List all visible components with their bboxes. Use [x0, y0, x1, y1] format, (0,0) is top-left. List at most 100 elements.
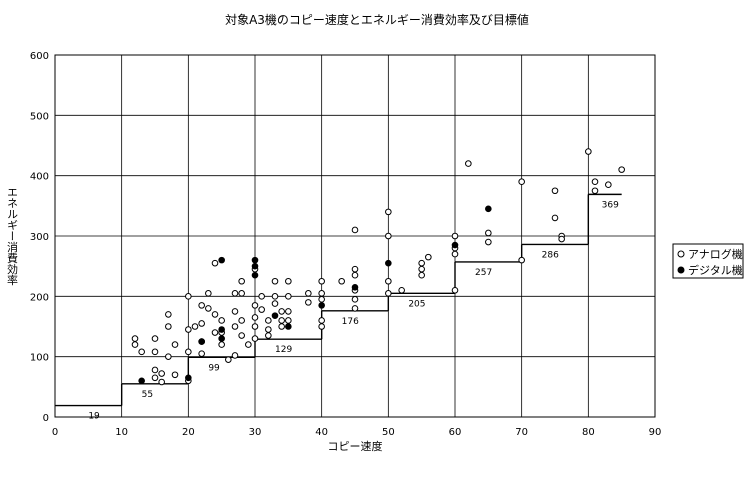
analog-point	[265, 317, 272, 324]
plot-frame	[54, 54, 656, 418]
target-value-label: 286	[542, 250, 559, 260]
digital-point	[218, 256, 225, 264]
analog-point	[165, 353, 172, 360]
analog-point	[171, 341, 179, 348]
analog-point	[258, 293, 265, 300]
analog-point	[285, 317, 292, 324]
x-tick-label: 70	[515, 427, 528, 438]
target-value-label: 129	[275, 345, 292, 355]
analog-point	[318, 323, 325, 330]
analog-point	[198, 320, 205, 327]
analog-point	[418, 271, 425, 279]
analog-point	[218, 341, 225, 348]
analog-point	[151, 366, 159, 374]
analog-point	[251, 302, 259, 309]
y-axis-label: エネルギー消費効率	[6, 187, 19, 287]
analog-point	[485, 238, 492, 246]
target-value-label: 205	[408, 299, 425, 309]
target-value-label: 99	[208, 363, 220, 373]
analog-point	[198, 350, 205, 357]
analog-point	[171, 371, 179, 379]
analog-point	[465, 160, 472, 167]
legend-analog-marker	[677, 250, 685, 258]
y-tick-label: 100	[30, 353, 49, 364]
digital-point	[271, 312, 279, 319]
analog-point	[618, 166, 625, 173]
analog-point	[225, 356, 232, 363]
x-tick-label: 50	[382, 427, 395, 438]
legend: アナログ機 デジタル機	[672, 243, 744, 279]
analog-point	[131, 335, 139, 342]
x-tick-label: 30	[249, 427, 262, 438]
digital-point	[138, 377, 145, 385]
analog-point	[251, 323, 259, 330]
analog-point	[585, 148, 592, 155]
analog-point	[318, 317, 325, 324]
analog-point	[151, 374, 159, 382]
digital-point	[285, 323, 292, 330]
analog-point	[231, 308, 239, 315]
analog-point	[271, 293, 279, 300]
analog-point	[338, 277, 345, 285]
analog-point	[451, 250, 459, 258]
analog-point	[151, 335, 159, 342]
target-step-labels: 19 55 99 129 176 205 257 286 369	[88, 200, 619, 421]
chart-title: 対象A3機のコピー速度とエネルギー消費効率及び目標値	[225, 12, 529, 27]
analog-point	[351, 226, 359, 234]
analog-point	[278, 308, 285, 315]
analog-point	[231, 323, 239, 330]
analog-point	[251, 335, 259, 342]
analog-point	[451, 232, 459, 240]
legend-digital-label: デジタル機	[688, 263, 743, 277]
legend-analog-label: アナログ機	[688, 247, 743, 261]
analog-point	[271, 277, 279, 285]
analog-point	[165, 323, 172, 330]
analog-point	[205, 290, 212, 297]
x-tick-label: 60	[449, 427, 462, 438]
x-tick-label: 90	[649, 427, 662, 438]
analog-point	[351, 265, 359, 273]
analog-point	[425, 253, 432, 261]
analog-point	[271, 300, 279, 307]
analog-point	[591, 178, 599, 185]
digital-point	[385, 259, 392, 267]
analog-point	[231, 352, 239, 359]
digital-point	[185, 374, 192, 382]
analog-point	[131, 341, 139, 348]
analog-point	[451, 287, 459, 294]
target-value-label: 55	[142, 390, 153, 400]
analog-point	[185, 293, 192, 300]
analog-point	[591, 187, 599, 195]
x-tick-label: 40	[315, 427, 328, 438]
x-tick-label: 80	[582, 427, 595, 438]
analog-point	[245, 341, 252, 348]
digital-point	[218, 335, 225, 342]
analog-point	[285, 277, 292, 285]
analog-point	[151, 348, 159, 356]
analog-point	[285, 293, 292, 300]
digital-point	[451, 241, 459, 249]
analog-point	[385, 208, 392, 216]
digital-point	[218, 326, 225, 333]
analog-point	[305, 290, 312, 297]
analog-point	[238, 317, 245, 324]
analog-point	[265, 326, 272, 333]
analog-point	[138, 348, 145, 356]
analog-point	[158, 370, 165, 377]
analog-point	[558, 235, 565, 243]
y-tick-label: 400	[30, 172, 49, 183]
analog-point	[385, 290, 392, 297]
analog-point	[351, 271, 359, 279]
y-tick-label: 600	[30, 51, 49, 62]
target-step-line	[55, 193, 622, 407]
analog-point	[385, 232, 392, 240]
target-value-label: 369	[602, 200, 619, 210]
analog-point	[258, 306, 265, 313]
y-axis-ticks: 0 100 200 300 400 500 600	[30, 51, 49, 424]
y-tick-label: 200	[30, 292, 49, 303]
analog-point	[351, 305, 359, 312]
legend-digital-marker	[677, 266, 685, 274]
analog-point	[238, 332, 245, 339]
data-points	[131, 148, 625, 386]
